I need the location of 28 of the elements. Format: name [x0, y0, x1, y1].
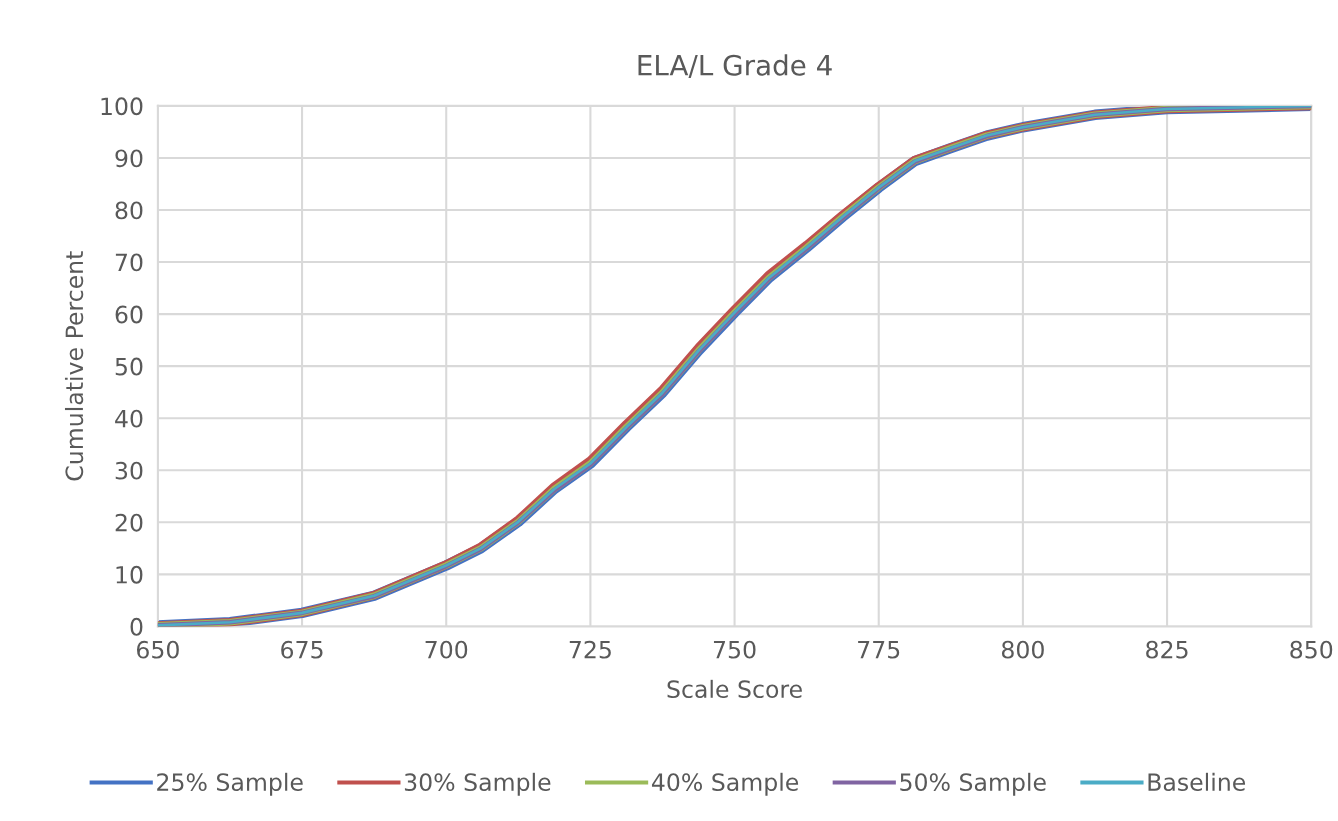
y-tick-label: 0 [130, 617, 143, 636]
x-tick-label: 675 [281, 640, 323, 659]
legend-label: 40% Sample [651, 772, 799, 796]
x-tick-label: 700 [425, 640, 468, 659]
y-tick-label: 80 [115, 201, 143, 220]
y-axis-title: Cumulative Percent [64, 251, 84, 481]
legend-label: Baseline [1148, 772, 1246, 792]
x-tick-label: 850 [1290, 640, 1333, 659]
x-tick-label: 775 [858, 641, 900, 659]
legend-label: 25% Sample [157, 772, 303, 796]
x-tick-label: 725 [569, 640, 611, 659]
y-tick-label: 90 [115, 149, 143, 168]
x-axis-title: Scale Score [667, 679, 802, 699]
x-tick-label: 800 [1001, 640, 1044, 659]
y-tick-label: 20 [115, 513, 143, 532]
chart-title: ELA/L Grade 4 [638, 54, 832, 78]
y-tick-label: 30 [115, 461, 143, 480]
legend-label: 30% Sample [404, 772, 551, 796]
y-tick-label: 100 [101, 97, 143, 116]
legend-label: 50% Sample [900, 772, 1046, 796]
y-tick-label: 60 [115, 305, 143, 324]
y-tick-label: 10 [116, 565, 143, 584]
y-tick-label: 70 [115, 253, 143, 272]
x-tick-label: 825 [1146, 640, 1188, 659]
x-tick-label: 750 [713, 640, 756, 659]
y-tick-label: 50 [115, 357, 143, 376]
y-tick-label: 40 [115, 409, 143, 428]
x-tick-label: 650 [137, 640, 179, 659]
